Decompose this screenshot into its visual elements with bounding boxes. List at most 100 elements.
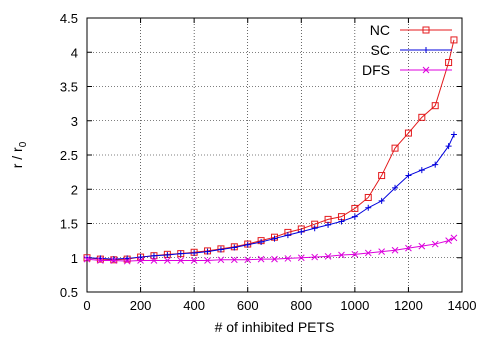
data-point-dfs xyxy=(378,248,385,255)
data-point-nc xyxy=(351,204,359,212)
data-point-nc xyxy=(418,113,426,121)
data-point-sc xyxy=(217,246,224,253)
data-point-sc xyxy=(351,213,358,220)
data-point-nc xyxy=(391,144,399,152)
data-point-sc xyxy=(418,167,425,174)
x-axis-label: # of inhibited PETS xyxy=(215,319,335,335)
series-sc xyxy=(84,131,457,263)
data-point-sc xyxy=(450,131,457,138)
data-point-dfs xyxy=(244,256,252,264)
legend: NC SC DFS xyxy=(362,22,452,78)
data-point-nc xyxy=(450,36,458,44)
data-point-dfs xyxy=(83,255,91,263)
data-point-sc xyxy=(378,197,385,204)
data-point-dfs xyxy=(137,257,144,264)
data-point-sc xyxy=(204,248,211,255)
data-point-nc xyxy=(404,129,412,137)
data-point-dfs xyxy=(110,257,118,264)
data-point-dfs xyxy=(445,237,452,244)
data-point-sc xyxy=(258,238,265,245)
data-point-sc xyxy=(231,244,238,251)
data-point-sc xyxy=(164,252,171,259)
data-point-dfs xyxy=(418,242,426,250)
legend-label-sc: SC xyxy=(371,42,390,58)
y-tick-label: 2.5 xyxy=(60,148,78,163)
series-nc xyxy=(83,36,458,264)
y-axis-label: r / r0 xyxy=(9,141,29,168)
data-point-dfs xyxy=(311,253,319,261)
data-point-dfs xyxy=(230,256,238,264)
y-tick-label: 3.5 xyxy=(60,80,78,95)
data-point-dfs xyxy=(431,240,439,248)
x-tick-label: 600 xyxy=(237,298,259,313)
data-point-dfs xyxy=(297,254,305,262)
data-point-nc xyxy=(378,172,386,180)
y-tick-label: 1 xyxy=(71,251,78,266)
axis-ticks xyxy=(86,17,463,293)
data-point-dfs xyxy=(257,255,265,263)
legend-label-dfs: DFS xyxy=(362,62,390,78)
data-point-sc xyxy=(177,250,184,257)
y-tick-label: 2 xyxy=(71,182,78,197)
data-point-sc xyxy=(298,228,305,235)
data-point-sc xyxy=(271,235,278,242)
data-point-sc xyxy=(365,204,372,211)
series-line-nc xyxy=(86,39,455,261)
data-point-dfs xyxy=(364,249,372,257)
data-point-dfs xyxy=(97,257,104,264)
data-point-sc xyxy=(137,254,144,261)
data-point-dfs xyxy=(177,257,185,264)
data-point-sc xyxy=(150,252,157,259)
data-point-dfs xyxy=(405,244,412,252)
y-tick-label: 0.5 xyxy=(60,285,78,300)
grid xyxy=(87,18,462,292)
x-tick-label: 0 xyxy=(83,298,90,313)
legend-marker-nc xyxy=(422,26,430,34)
data-point-sc xyxy=(445,143,452,150)
data-point-dfs xyxy=(324,253,332,260)
x-tick-label: 1000 xyxy=(340,298,369,313)
series-dfs xyxy=(83,234,458,265)
y-tick-label: 4.5 xyxy=(60,11,78,26)
data-point-sc xyxy=(284,232,291,239)
data-point-dfs xyxy=(338,251,345,259)
data-point-sc xyxy=(405,172,412,179)
series-line-sc xyxy=(86,134,455,260)
x-tick-label: 1200 xyxy=(394,298,423,313)
y-axis-label-main: r / r xyxy=(9,147,25,168)
x-tick-label: 1400 xyxy=(448,298,477,313)
data-point-nc xyxy=(445,59,453,67)
data-point-sc xyxy=(191,249,198,256)
data-point-sc xyxy=(432,161,439,168)
y-tick-labels: 0.5 1 1.5 2 2.5 3 3.5 4 4.5 xyxy=(60,11,78,300)
legend-marker-dfs xyxy=(422,66,430,74)
data-point-sc xyxy=(124,255,131,262)
data-point-sc xyxy=(392,184,399,191)
data-point-sc xyxy=(244,241,251,248)
y-tick-label: 4 xyxy=(71,45,78,60)
data-point-sc xyxy=(84,254,90,261)
data-point-dfs xyxy=(271,255,278,263)
data-point-dfs xyxy=(123,257,131,265)
data-point-dfs xyxy=(204,257,211,264)
data-point-dfs xyxy=(284,255,292,262)
data-point-dfs xyxy=(391,246,399,254)
x-tick-labels: 0 200 400 600 800 1000 1200 1400 xyxy=(83,298,476,313)
data-point-dfs xyxy=(190,257,198,264)
data-point-dfs xyxy=(164,257,171,264)
data-point-dfs xyxy=(150,257,158,264)
y-axis-label-subscript: 0 xyxy=(18,141,29,147)
legend-label-nc: NC xyxy=(370,22,390,38)
y-tick-label: 3 xyxy=(71,114,78,129)
x-tick-label: 400 xyxy=(183,298,205,313)
data-point-sc xyxy=(338,218,345,225)
data-point-sc xyxy=(325,221,332,228)
x-tick-label: 200 xyxy=(130,298,152,313)
data-point-sc xyxy=(311,225,318,232)
y-tick-label: 1.5 xyxy=(60,217,78,232)
legend-marker-sc xyxy=(423,47,429,53)
data-point-dfs xyxy=(450,234,458,242)
data-point-dfs xyxy=(217,256,225,264)
data-point-dfs xyxy=(351,250,359,258)
